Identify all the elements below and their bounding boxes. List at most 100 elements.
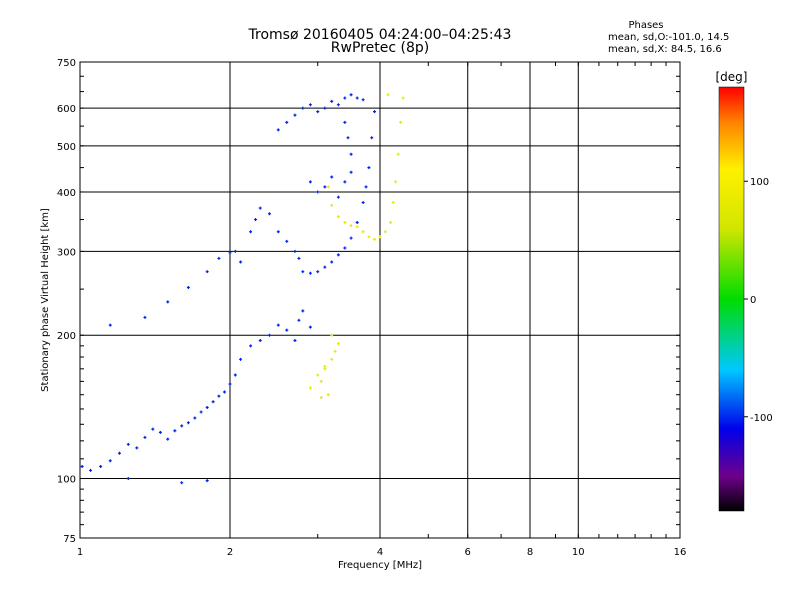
data-point-o [126, 442, 130, 446]
data-point-x [396, 152, 400, 156]
data-point-o [361, 98, 365, 102]
x-tick-label: 4 [377, 547, 383, 558]
data-point-x [336, 215, 340, 219]
data-point-o [361, 201, 365, 205]
data-point-o [180, 424, 184, 428]
data-point-x [383, 230, 387, 234]
data-point-x [389, 221, 393, 225]
data-point-x [330, 203, 334, 207]
data-point-o [217, 256, 221, 260]
data-point-o [343, 120, 347, 124]
data-point-o [293, 338, 297, 342]
y-axis-label: Stationary phase Virtual Height [km] [40, 208, 51, 392]
data-point-o [276, 128, 280, 132]
data-point-o [166, 437, 170, 441]
data-point-x [333, 349, 337, 353]
data-point-o [323, 265, 327, 269]
data-point-o [316, 110, 320, 114]
data-point-o [297, 318, 301, 322]
data-point-o [158, 430, 162, 434]
data-point-o [108, 323, 112, 327]
data-point-x [323, 364, 327, 368]
data-point-o [186, 285, 190, 289]
y-tick-label: 300 [57, 247, 76, 258]
data-point-x [326, 393, 330, 397]
data-point-o [308, 180, 312, 184]
data-point-x [355, 225, 359, 229]
data-point-o [276, 230, 280, 234]
phase-stats-heading: Phases [628, 20, 664, 31]
data-point-o [228, 382, 232, 386]
data-point-o [285, 239, 289, 243]
data-point-o [117, 451, 121, 455]
phase-stats-o: mean, sd,O:-101.0, 14.5 [608, 32, 730, 43]
data-point-x [316, 373, 320, 377]
y-tick-label: 600 [57, 104, 76, 115]
data-point-o [239, 357, 243, 361]
data-point-x [349, 224, 353, 228]
data-point-x [399, 120, 403, 124]
data-point-o [186, 421, 190, 425]
data-point-o [316, 270, 320, 274]
data-point-o [301, 270, 305, 274]
data-point-o [253, 218, 257, 222]
data-point-o [89, 468, 93, 472]
data-point-o [355, 221, 359, 225]
data-points [80, 93, 405, 485]
data-point-o [180, 481, 184, 485]
data-point-o [323, 185, 327, 189]
data-point-o [364, 185, 368, 189]
data-point-o [349, 236, 353, 240]
colorbar-tick-label: 0 [750, 295, 756, 306]
colorbar-tick-label: -100 [750, 413, 773, 424]
data-point-o [308, 325, 312, 329]
data-point-o [349, 93, 353, 97]
x-tick-label: 1 [77, 547, 83, 558]
data-point-o [276, 323, 280, 327]
data-point-o [108, 459, 112, 463]
x-tick-label: 8 [527, 547, 533, 558]
data-point-o [285, 328, 289, 332]
data-point-x [386, 93, 390, 97]
data-point-x [336, 342, 340, 346]
chart-title: Tromsø 20160405 04:24:00–04:25:43 [248, 27, 512, 43]
phase-stats-x: mean, sd,X: 84.5, 16.6 [608, 44, 722, 55]
y-tick-label: 200 [57, 331, 76, 342]
x-tick-label: 10 [572, 547, 585, 558]
data-point-o [343, 96, 347, 100]
data-point-o [173, 429, 177, 433]
data-point-o [297, 256, 301, 260]
data-point-x [326, 185, 330, 189]
x-axis-label: Frequency [MHz] [338, 560, 422, 571]
data-point-x [319, 379, 323, 383]
data-point-x [308, 386, 312, 390]
data-point-x [378, 235, 382, 239]
data-point-o [373, 110, 377, 114]
x-tick-label: 16 [674, 547, 687, 558]
y-tick-label: 100 [57, 475, 76, 486]
data-point-o [166, 300, 170, 304]
data-point-o [143, 315, 147, 319]
data-point-o [336, 253, 340, 257]
data-point-x [361, 230, 365, 234]
data-point-o [316, 190, 320, 194]
data-point-o [349, 152, 353, 156]
data-point-x [343, 221, 347, 225]
data-point-o [99, 464, 103, 468]
data-point-x [373, 237, 377, 241]
data-point-x [401, 96, 405, 100]
data-point-o [151, 427, 155, 431]
data-point-o [205, 270, 209, 274]
data-point-o [199, 410, 203, 414]
data-point-o [343, 246, 347, 250]
colorbar [718, 86, 745, 512]
data-point-o [205, 479, 209, 483]
x-tick-label: 2 [227, 547, 233, 558]
data-point-o [258, 338, 262, 342]
colorbar-label: [deg] [716, 70, 748, 84]
data-point-o [285, 120, 289, 124]
data-point-o [223, 390, 227, 394]
data-point-o [323, 106, 327, 110]
data-point-o [211, 400, 215, 404]
data-point-x [319, 395, 323, 399]
